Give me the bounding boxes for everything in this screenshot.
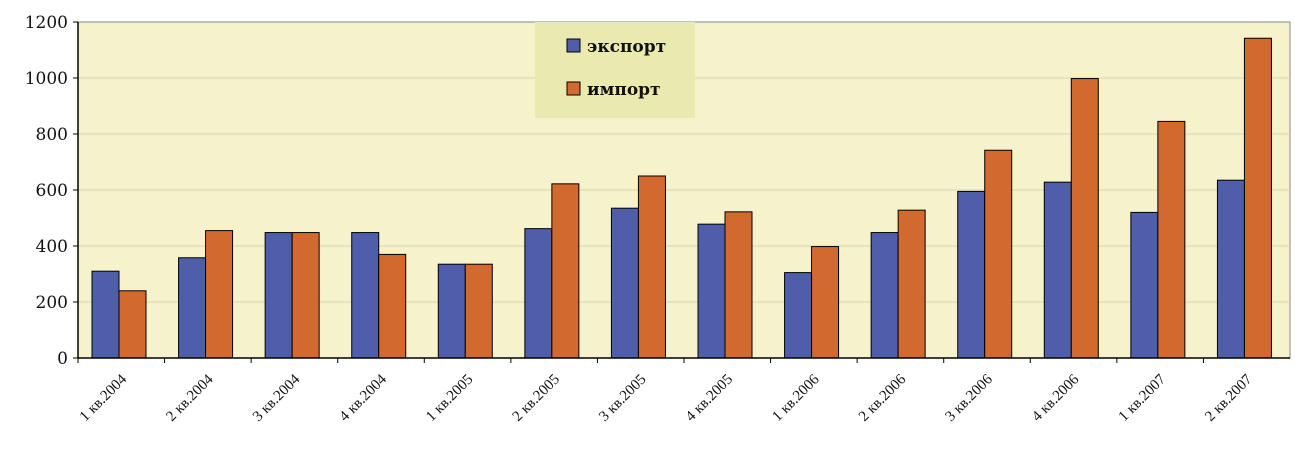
x-tick-label: 2 кв.2005 (510, 372, 563, 425)
bar-export (1216, 179, 1245, 359)
bar-import (118, 290, 147, 359)
legend-swatch-import (566, 81, 581, 96)
bar-import (897, 209, 926, 359)
bar-import (464, 263, 493, 359)
y-tick-label: 600 (36, 181, 68, 201)
bar-import (984, 149, 1013, 359)
y-tick-label: 0 (57, 349, 68, 369)
bar-export (351, 232, 380, 359)
y-tick-labels: 0 200 400 600 800 1000 1200 (25, 13, 78, 369)
y-tick-label: 200 (36, 293, 68, 313)
legend-box (535, 22, 695, 118)
y-tick-label: 1200 (25, 13, 68, 33)
y-tick-label: 800 (36, 125, 68, 145)
x-tick-label: 1 кв.2005 (423, 372, 476, 425)
bar-import (291, 232, 320, 359)
x-tick-label: 1 кв.2006 (769, 371, 823, 425)
bar-export (264, 232, 293, 359)
legend-label-import: импорт (587, 80, 661, 100)
bar-import (551, 183, 580, 359)
legend-label-export: экспорт (587, 37, 666, 57)
x-tick-label: 2 кв.2007 (1202, 371, 1256, 425)
bar-import (724, 211, 753, 359)
y-tick-label: 1000 (25, 69, 68, 89)
x-tick-label: 1 кв.2007 (1116, 371, 1170, 425)
bar-import (205, 230, 234, 359)
x-tick-label: 1 кв.2004 (77, 371, 131, 425)
x-tick-label: 2 кв.2006 (856, 371, 910, 425)
bar-export (784, 272, 813, 359)
bars (91, 37, 1272, 359)
bar-export (957, 190, 986, 359)
x-tick-labels: 1 кв.2004 2 кв.2004 3 кв.2004 4 кв.2004 1 кв… (77, 358, 1256, 425)
bar-export (1130, 211, 1159, 359)
bar-export (1043, 181, 1072, 359)
bar-export (610, 207, 639, 359)
x-tick-label: 3 кв.2005 (596, 372, 649, 425)
bar-export (91, 270, 120, 359)
bar-export (524, 228, 553, 359)
bar-import (811, 246, 840, 359)
y-tick-label: 400 (36, 237, 68, 257)
x-tick-label: 4 кв.2004 (337, 371, 391, 425)
bar-import (637, 175, 666, 359)
x-tick-label: 3 кв.2006 (943, 371, 997, 425)
bar-import (378, 253, 407, 359)
x-tick-label: 4 кв.2005 (683, 372, 736, 425)
legend: экспорт импорт (535, 22, 695, 118)
bar-export (437, 263, 466, 359)
bar-import (1157, 120, 1186, 359)
x-tick-label: 4 кв.2006 (1029, 371, 1083, 425)
bar-export (178, 257, 207, 359)
bar-import (1070, 78, 1099, 359)
bar-export (870, 232, 899, 359)
bar-export (697, 223, 726, 359)
bar-import (1243, 37, 1272, 359)
x-tick-label: 2 кв.2004 (163, 371, 217, 425)
legend-swatch-export (566, 38, 581, 53)
x-tick-label: 3 кв.2004 (250, 371, 304, 425)
